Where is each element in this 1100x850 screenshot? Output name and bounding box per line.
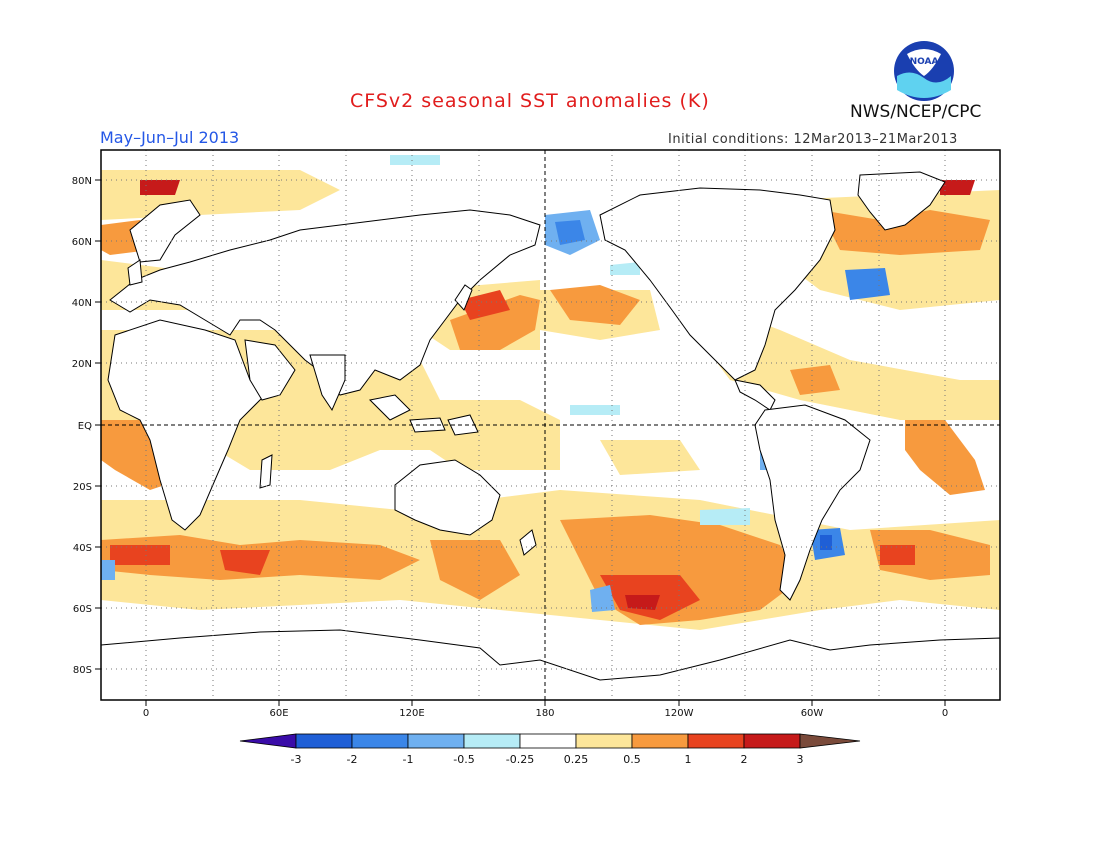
- colorbar-swatch: [407, 733, 465, 749]
- colorbar-label: 0.5: [623, 753, 641, 766]
- lat-label: 60S: [73, 604, 92, 615]
- lat-label: 60N: [72, 237, 92, 248]
- colorbar-swatch: [631, 733, 689, 749]
- agency-label: NWS/NCEP/CPC: [850, 102, 982, 122]
- lat-label: 40S: [73, 543, 92, 554]
- lon-label: 180: [535, 708, 554, 719]
- lat-label: 80N: [72, 176, 92, 187]
- colorbar-label: 0.25: [564, 753, 589, 766]
- lat-axis: 80N 60N 40N 20N EQ 20S 40S 60S 80S: [72, 176, 101, 676]
- lon-label: 60W: [801, 708, 824, 719]
- colorbar-swatch: [351, 733, 409, 749]
- noaa-logo-icon: NOAA: [894, 41, 954, 101]
- colorbar-swatch: [743, 733, 801, 749]
- colorbar-swatch: [799, 733, 861, 749]
- colorbar-swatch: [687, 733, 745, 749]
- lat-label: 20N: [72, 359, 92, 370]
- colorbar-label: -0.25: [506, 753, 534, 766]
- colorbar-label: -1: [403, 753, 414, 766]
- lat-label: 80S: [73, 665, 92, 676]
- lon-axis: 0 60E 120E 180 120W 60W 0: [143, 700, 948, 719]
- continents: [101, 171, 1000, 700]
- colorbar: [239, 733, 861, 749]
- colorbar-labels: -3 -2 -1 -0.5 -0.25 0.25 0.5 1 2 3: [291, 753, 804, 766]
- colorbar-label: -2: [347, 753, 358, 766]
- lon-label: 60E: [269, 708, 288, 719]
- forecast-period: May–Jun–Jul 2013: [100, 128, 240, 147]
- lat-label: 40N: [72, 298, 92, 309]
- initial-conditions: Initial conditions: 12Mar2013–21Mar2013: [668, 132, 958, 147]
- colorbar-swatch: [575, 733, 633, 749]
- colorbar-label: -0.5: [453, 753, 474, 766]
- lat-label: 20S: [73, 482, 92, 493]
- lon-label: 120E: [399, 708, 424, 719]
- colorbar-swatch: [463, 733, 521, 749]
- lon-label: 0: [143, 708, 149, 719]
- colorbar-swatch: [239, 733, 297, 749]
- colorbar-swatch: [295, 733, 353, 749]
- colorbar-swatch: [519, 733, 577, 749]
- map-title: CFSv2 seasonal SST anomalies (K): [350, 90, 710, 112]
- lon-label: 120W: [665, 708, 694, 719]
- colorbar-label: -3: [291, 753, 302, 766]
- lat-label: EQ: [78, 421, 92, 432]
- colorbar-label: 1: [685, 753, 692, 766]
- svg-text:NOAA: NOAA: [910, 57, 939, 67]
- colorbar-label: 3: [797, 753, 804, 766]
- lon-label: 0: [942, 708, 948, 719]
- colorbar-label: 2: [741, 753, 748, 766]
